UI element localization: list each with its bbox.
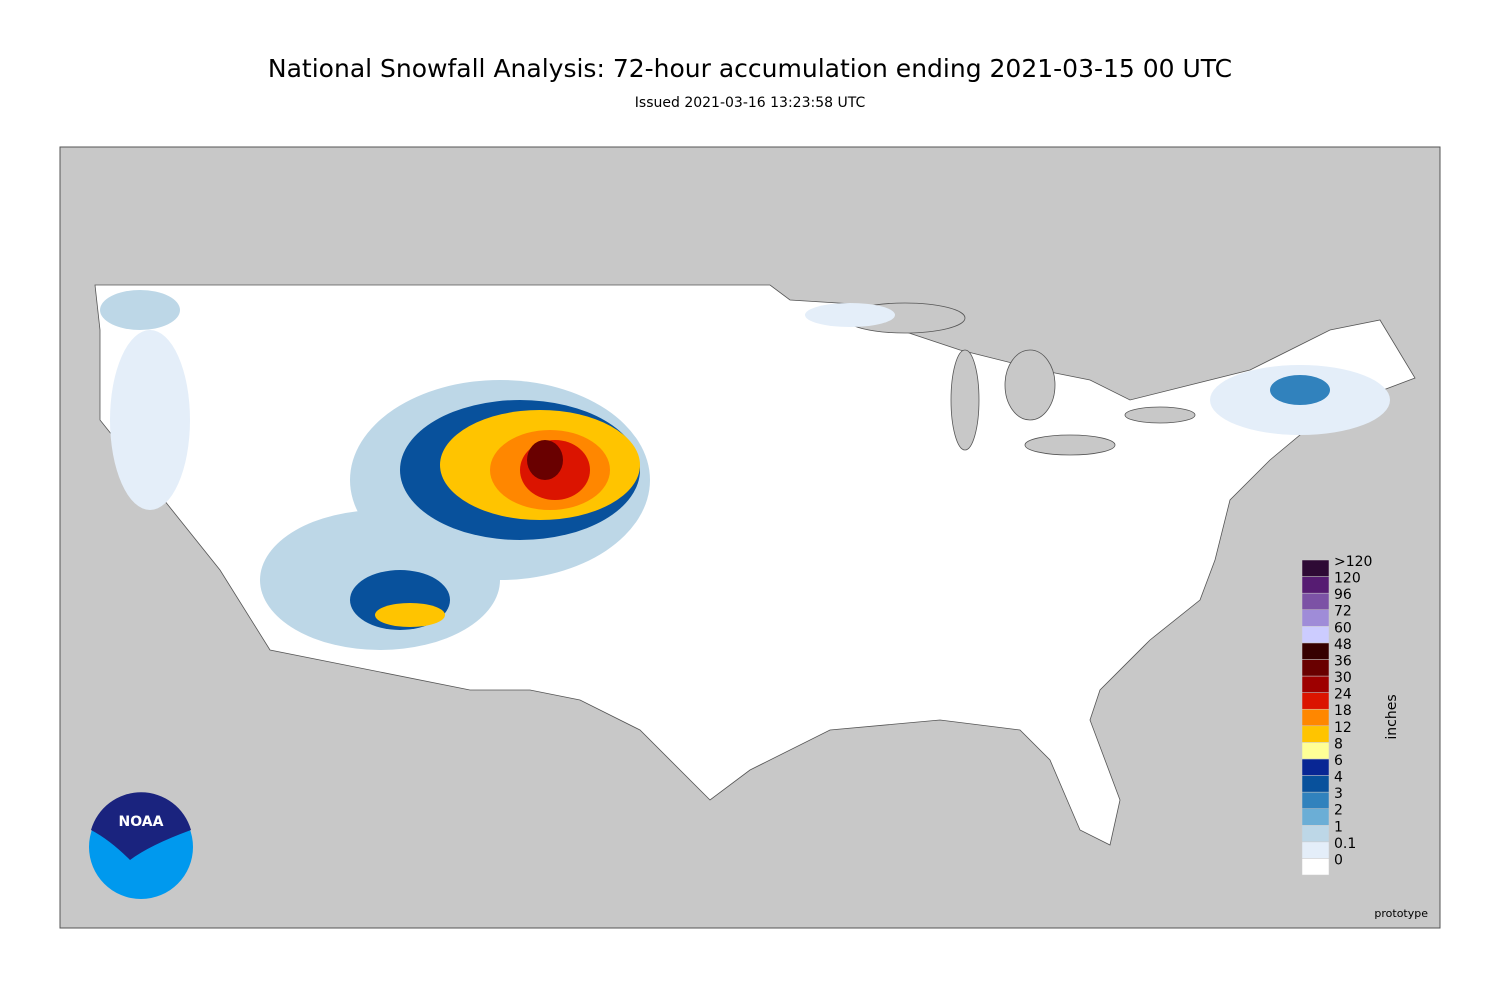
- legend-label: >120: [1334, 554, 1372, 570]
- legend-swatch: [1301, 592, 1330, 610]
- subtitle: Issued 2021-03-16 13:23:58 UTC: [635, 95, 866, 111]
- legend-swatch: [1301, 659, 1330, 677]
- legend-swatch: [1301, 725, 1330, 743]
- legend-swatch: [1301, 808, 1330, 826]
- legend-swatch: [1301, 825, 1330, 843]
- legend-label: 24: [1334, 687, 1352, 703]
- great-lakes: [844, 302, 1196, 456]
- noaa-logo: NOAA: [89, 792, 193, 899]
- legend-swatch: [1301, 791, 1330, 809]
- legend-label: 4: [1334, 770, 1343, 786]
- legend-swatch: [1301, 758, 1330, 776]
- legend-swatch: [1301, 858, 1330, 876]
- map: NOAA prototype: [59, 146, 1441, 929]
- legend-label: 12: [1334, 720, 1352, 736]
- legend-label: 0.1: [1334, 836, 1356, 852]
- snowfall-field: [100, 290, 1390, 650]
- legend-label: 1: [1334, 819, 1343, 835]
- footer-note: prototype: [1374, 907, 1428, 920]
- legend-swatch: [1301, 642, 1330, 660]
- legend-swatch: [1301, 742, 1330, 760]
- legend-swatch: [1301, 576, 1330, 594]
- legend-label: 120: [1334, 571, 1361, 587]
- legend-label: 96: [1334, 587, 1352, 603]
- legend-swatch: [1301, 559, 1330, 577]
- legend-label: 48: [1334, 637, 1352, 653]
- legend-label: 60: [1334, 620, 1352, 636]
- legend-swatch: [1301, 609, 1330, 627]
- legend-label: 36: [1334, 653, 1352, 669]
- legend-label: 8: [1334, 736, 1343, 752]
- legend-swatch: [1301, 626, 1330, 644]
- legend-swatch: [1301, 708, 1330, 727]
- legend-swatch: [1301, 775, 1330, 793]
- legend-title: inches: [1384, 694, 1400, 739]
- logo-text: NOAA: [119, 814, 164, 830]
- legend-label: 30: [1334, 670, 1352, 686]
- title: National Snowfall Analysis: 72-hour accu…: [268, 54, 1232, 83]
- legend-label: 0: [1334, 852, 1343, 868]
- legend-swatch: [1301, 675, 1330, 693]
- legend-swatch: [1301, 841, 1330, 859]
- legend: inches 00.1123468121824303648607296120>1…: [1301, 554, 1400, 876]
- legend-label: 72: [1334, 604, 1352, 620]
- legend-swatch: [1301, 692, 1330, 710]
- legend-label: 6: [1334, 753, 1343, 769]
- legend-label: 3: [1334, 786, 1343, 802]
- legend-label: 2: [1334, 803, 1343, 819]
- legend-label: 18: [1334, 703, 1352, 719]
